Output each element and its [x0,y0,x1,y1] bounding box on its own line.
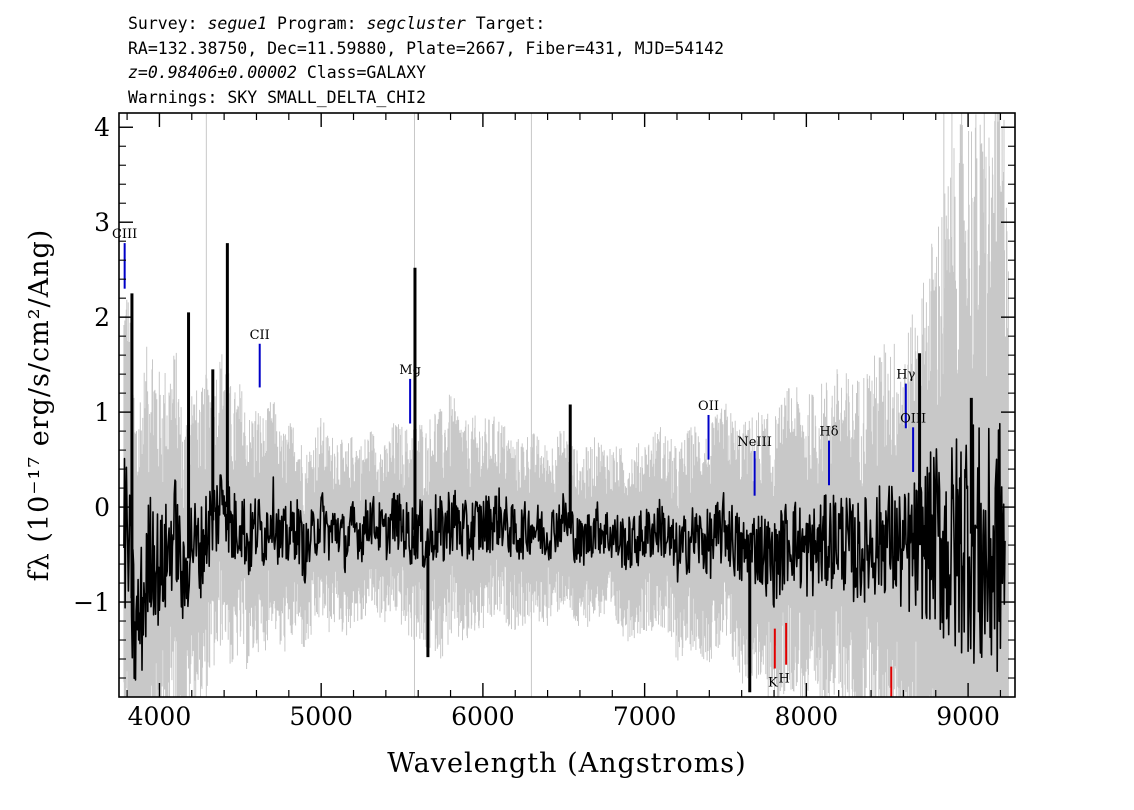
noise-series [123,113,1009,697]
x-tick-label: 7000 [613,702,677,731]
class-value: Class=GALAXY [296,63,427,82]
x-tick-label: 9000 [936,702,1000,731]
y-tick-label: −1 [73,588,110,617]
y-tick-label: 4 [94,113,110,142]
line-label: Mg [399,363,421,378]
line-label: CIII [112,227,137,242]
target-label: Target: [465,14,546,33]
x-tick-label: 6000 [451,702,515,731]
line-markers: CIII CII Mg OII NeIII Hδ Hγ OIII K H [112,227,926,697]
line-label: Hγ [896,368,915,383]
flux-series [123,243,1006,693]
line-label: CII [250,328,270,343]
y-tick-label: 2 [94,303,110,332]
axis-ticks: 4000 5000 6000 7000 8000 9000 −1 0 1 2 3 4 [73,113,1015,731]
line-label: OII [698,399,719,414]
flux-line [123,422,1006,681]
noise-band [123,113,1009,697]
header-warnings-line: Warnings: SKY SMALL_DELTA_CHI2 [128,87,427,107]
line-label: OIII [900,411,926,426]
header-coords-line: RA=132.38750, Dec=11.59880, Plate=2667, … [128,38,725,58]
line-label: NeIII [737,435,771,450]
plot-frame [118,112,1016,698]
spectrum-header: Survey: segue1 Program: segcluster Targe… [128,12,724,110]
y-tick-label: 0 [94,493,110,522]
x-axis-label: Wavelength (Angstroms) [387,748,746,779]
line-label: K [768,676,778,691]
line-label: H [778,672,789,687]
x-tick-label: 5000 [289,702,353,731]
program-label: Program: [267,14,367,33]
line-label: Hδ [819,425,838,440]
survey-label: Survey: [128,14,208,33]
y-axis-label: fλ (10⁻¹⁷ erg/s/cm²/Ang) [24,229,55,582]
header-redshift-line: z=0.98406±0.00002 Class=GALAXY [128,61,724,86]
y-tick-label: 1 [94,398,110,427]
x-tick-label: 4000 [128,702,192,731]
redshift-value: z=0.98406±0.00002 [128,63,297,82]
header-survey-line: Survey: segue1 Program: segcluster Targe… [128,12,724,37]
program-value: segcluster [366,14,466,33]
survey-value: segue1 [207,14,268,33]
x-tick-label: 8000 [775,702,839,731]
y-tick-label: 3 [94,208,110,237]
